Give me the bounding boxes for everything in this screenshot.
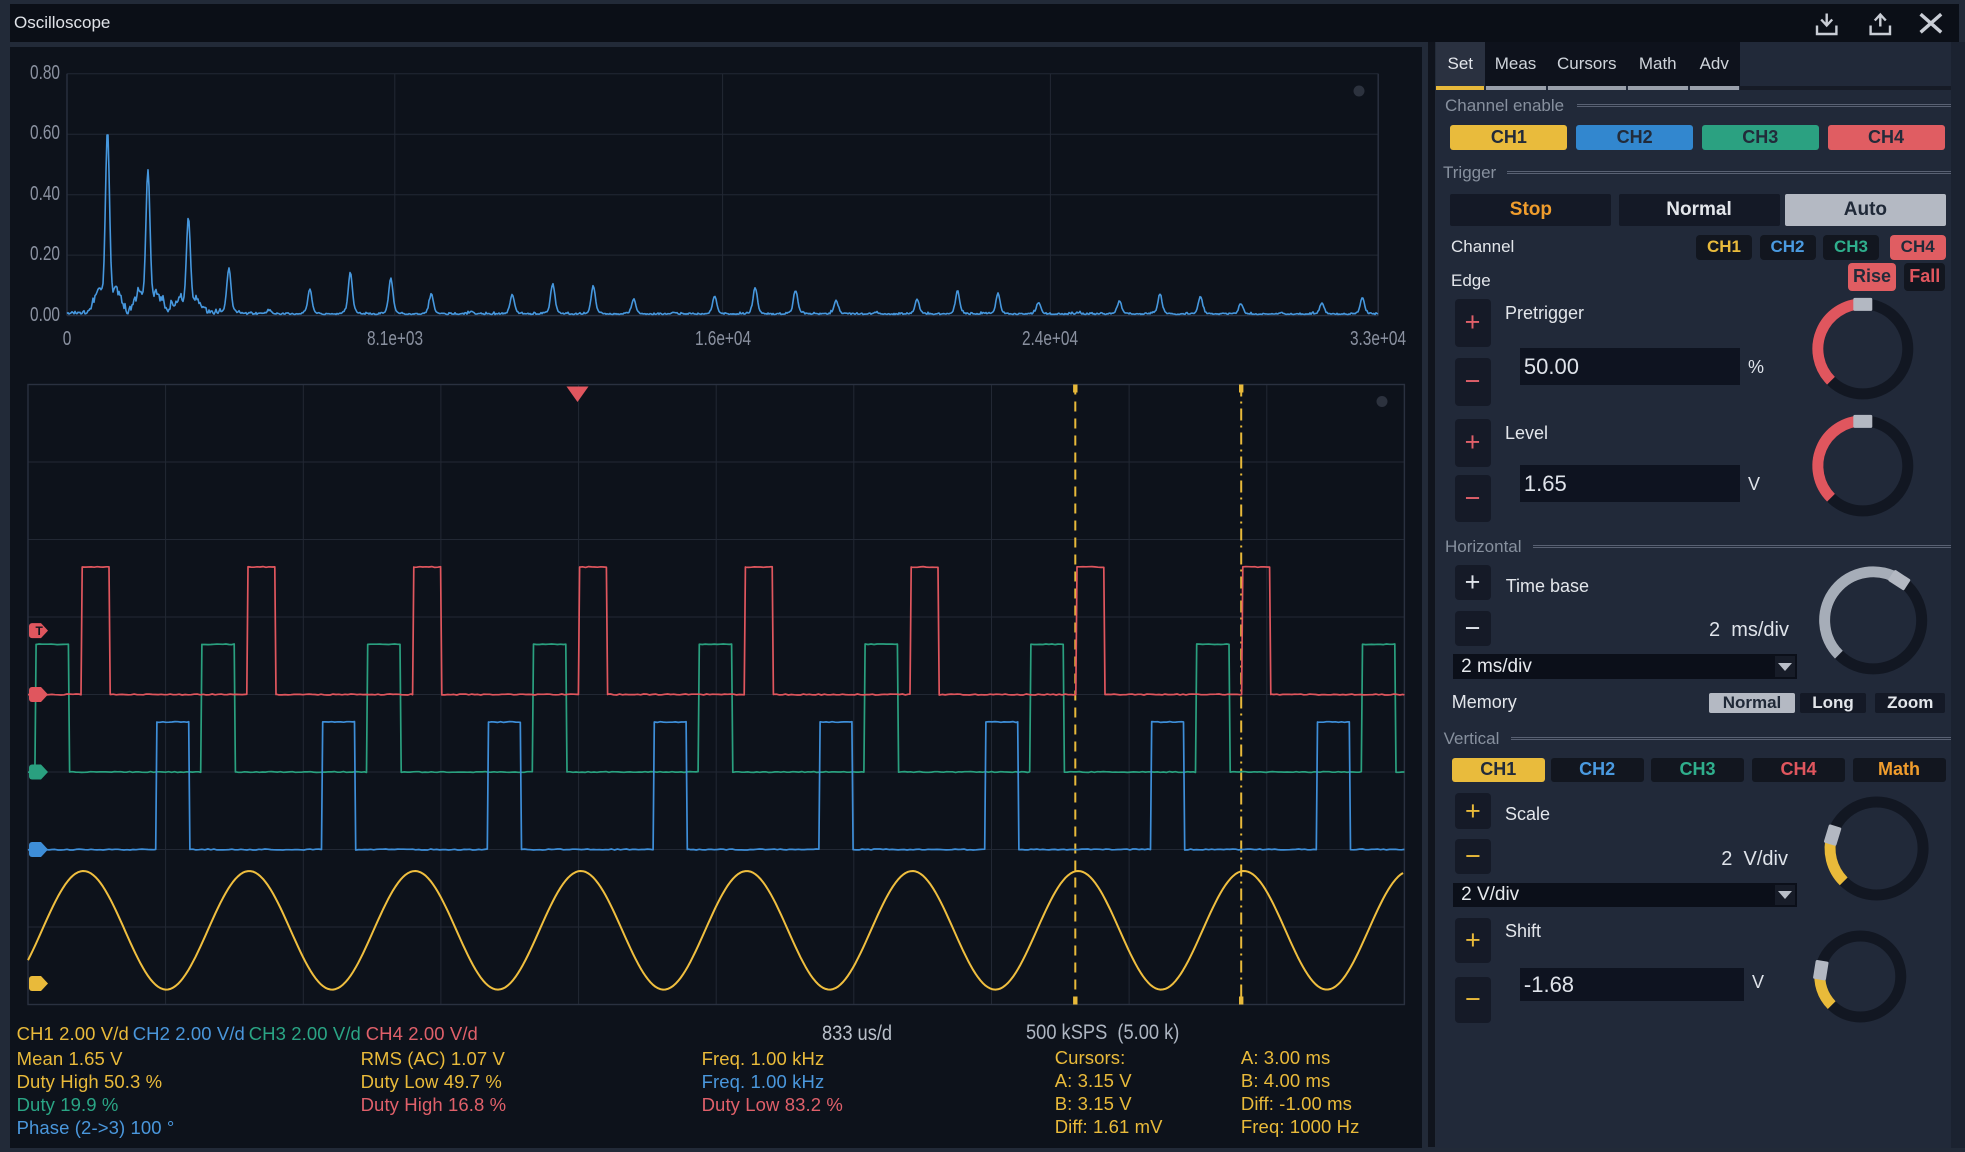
svg-text:T: T [36, 624, 44, 638]
